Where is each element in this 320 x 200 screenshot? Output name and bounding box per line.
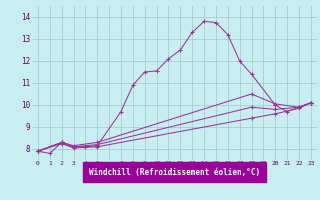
X-axis label: Windchill (Refroidissement éolien,°C): Windchill (Refroidissement éolien,°C) — [89, 168, 260, 177]
